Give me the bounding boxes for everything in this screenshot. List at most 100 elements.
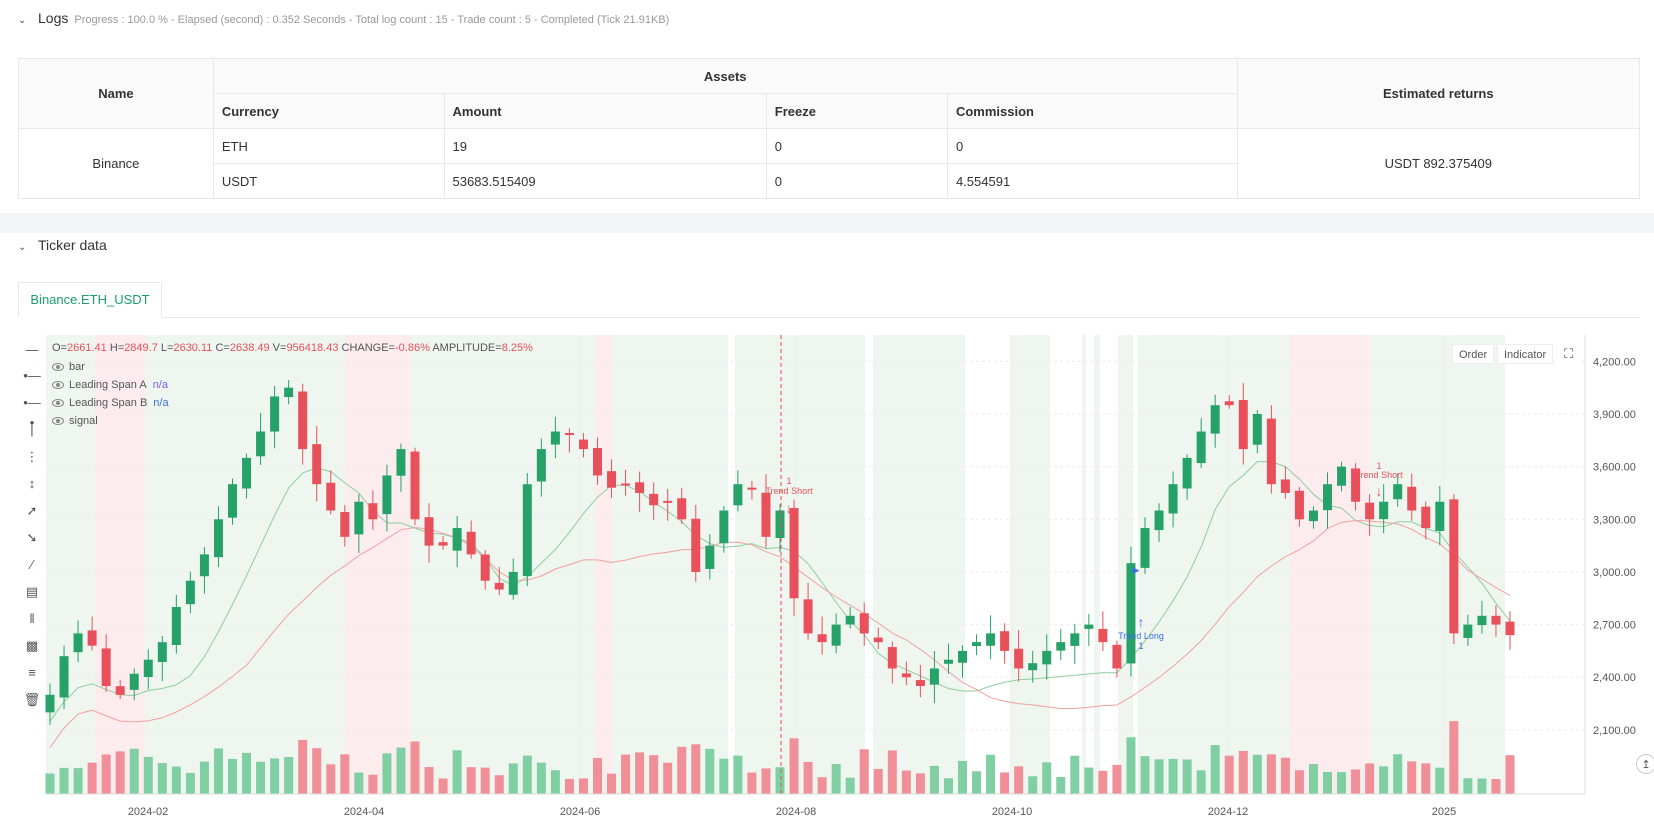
horizontal-line-tool-icon[interactable]: — — [25, 342, 39, 357]
volume-bar — [368, 774, 378, 794]
candle-body — [943, 659, 953, 664]
x-tick-label: 2024-04 — [344, 806, 384, 818]
trash-icon[interactable]: 🗑 — [23, 692, 41, 707]
eye-icon[interactable] — [52, 363, 64, 371]
volume-bar — [1014, 766, 1024, 794]
candle-body — [972, 642, 982, 647]
signal-band — [345, 335, 410, 794]
parallel-channel-tool-icon[interactable]: ‖ — [29, 611, 35, 626]
candle-body — [635, 482, 645, 493]
volume-bar — [775, 767, 785, 794]
volume-bar — [1435, 767, 1445, 794]
vertical-ray-tool-icon[interactable]: ↕ — [28, 476, 36, 491]
assets-table: Name Assets Estimated returns Currency A… — [18, 58, 1641, 199]
legend-signal[interactable]: signal — [52, 415, 98, 427]
logs-header[interactable]: ⌄ Logs Progress : 100.0 % - Elapsed (sec… — [18, 10, 669, 26]
candle-body — [1070, 633, 1080, 646]
estimated-returns: USDT 892.375409 — [1236, 128, 1641, 199]
signal-band — [1082, 335, 1086, 794]
amplitude-label: AMPLITUDE= — [432, 342, 502, 354]
ray-line-tool-icon[interactable]: ➘ — [26, 530, 38, 545]
trend-line-tool-icon[interactable]: ➚ — [26, 503, 38, 518]
eye-icon[interactable] — [52, 417, 64, 425]
candle-body — [1449, 499, 1459, 634]
indicator-button[interactable]: Indicator — [1497, 344, 1554, 364]
long-arrow-icon: ↑ — [1138, 614, 1145, 630]
chevron-down-icon[interactable]: ⌄ — [18, 15, 27, 26]
legend-bar[interactable]: bar — [52, 361, 85, 373]
volume-bar — [228, 758, 237, 794]
tab-binance-eth-usdt[interactable]: Binance.ETH_USDT — [18, 282, 162, 318]
candle-body — [1421, 506, 1431, 529]
candle-body — [817, 634, 827, 643]
eye-icon[interactable] — [52, 399, 64, 407]
candle-body — [410, 451, 420, 520]
legend-span-b[interactable]: Leading Span B n/a — [52, 397, 169, 409]
eye-icon[interactable] — [52, 381, 64, 389]
candle-body — [1056, 642, 1066, 651]
candlesticks — [45, 379, 1515, 725]
volume-bar — [1463, 778, 1473, 794]
ticker-header[interactable]: ⌄ Ticker data — [18, 237, 107, 253]
candle-body — [340, 512, 350, 537]
close-label: C= — [215, 342, 230, 354]
signal-band — [1010, 335, 1050, 794]
volume-bar — [382, 753, 392, 794]
volume-bar — [873, 768, 883, 794]
fib-retracement-tool-icon[interactable]: ≡ — [28, 665, 36, 680]
logs-status: Progress : 100.0 % - Elapsed (second) : … — [74, 14, 670, 26]
y-tick-label: 4,200.00 — [1593, 356, 1636, 368]
volume-value: 956418.43 — [286, 342, 339, 354]
volume-bar — [747, 772, 757, 794]
fullscreen-icon[interactable]: ⛶ — [1558, 344, 1580, 364]
trade-count: 1 — [1376, 461, 1381, 471]
close-value: 2638.49 — [229, 342, 270, 354]
candle-body — [747, 487, 757, 490]
scroll-to-end-icon[interactable]: ↥ — [1636, 754, 1654, 774]
candle-body — [733, 484, 743, 506]
volume-bar — [1126, 737, 1136, 794]
horizontal-segment-tool-icon[interactable]: •—• — [23, 395, 41, 430]
vertical-line-tool-icon[interactable]: | — [30, 422, 34, 437]
x-tick-label: 2024-12 — [1208, 806, 1248, 818]
candle-body — [452, 528, 462, 551]
vertical-segment-tool-icon[interactable]: ⋮ — [25, 449, 39, 464]
volume-bar — [480, 767, 490, 794]
price-range-tool-icon[interactable]: ▤ — [25, 584, 39, 599]
change-value: -0.86% — [395, 342, 430, 354]
background-bands — [46, 335, 1505, 794]
open-label: O= — [52, 342, 67, 354]
x-axis: 2024-02 2024-04 2024-06 2024-08 2024-10 2024-… — [46, 793, 1585, 818]
volume-bar — [1351, 769, 1361, 794]
legend-label: bar — [69, 361, 85, 373]
volume-bar — [452, 750, 462, 794]
candle-body — [550, 431, 560, 445]
volume-bar — [185, 772, 195, 794]
volume-bar — [691, 744, 701, 794]
low-value: 2630.11 — [173, 342, 213, 354]
signal-band — [1094, 335, 1100, 794]
logs-title: Logs — [38, 10, 69, 26]
logs-panel: ⌄ Logs Progress : 100.0 % - Elapsed (sec… — [0, 0, 1654, 213]
volume-bar — [1084, 767, 1094, 794]
order-button[interactable]: Order — [1452, 344, 1495, 364]
currency-cell: ETH — [212, 128, 445, 164]
candle-body — [719, 510, 729, 544]
currency-cell: USDT — [212, 163, 445, 199]
candle-body — [775, 510, 785, 539]
signal-band — [95, 335, 145, 794]
volume-bar — [1393, 754, 1403, 794]
legend-span-a[interactable]: Leading Span A n/a — [52, 379, 168, 391]
horizontal-ray-tool-icon[interactable]: •— — [23, 368, 41, 383]
candle-body — [789, 507, 799, 599]
chevron-down-icon[interactable]: ⌄ — [18, 242, 27, 253]
volume-bar — [887, 750, 897, 794]
volume-bar — [593, 758, 602, 794]
volume-bar — [550, 770, 560, 794]
segment-tool-icon[interactable]: ∕ — [30, 557, 34, 572]
candle-body — [621, 483, 631, 486]
candle-body — [536, 449, 546, 482]
fib-tool-icon[interactable]: ▩ — [25, 638, 39, 653]
